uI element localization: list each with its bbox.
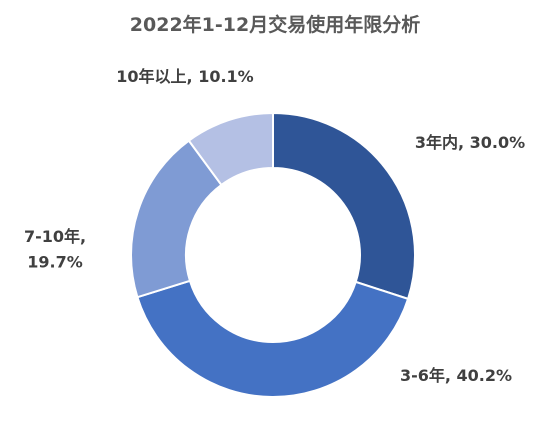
donut-slice-1 bbox=[272, 111, 416, 301]
donut-slice-2 bbox=[136, 279, 410, 398]
slice-label-3: 7-10年, 19.7% bbox=[24, 227, 86, 272]
slice-label-line: 3年内, 30.0% bbox=[415, 133, 525, 152]
slice-label-line: 19.7% bbox=[27, 253, 83, 272]
slice-label-2: 3-6年, 40.2% bbox=[400, 366, 512, 385]
donut-slice-4 bbox=[187, 111, 274, 187]
slice-label-line: 10年以上, 10.1% bbox=[116, 67, 253, 86]
slice-label-line: 7-10年, bbox=[24, 227, 86, 246]
slice-label-line: 3-6年, 40.2% bbox=[400, 366, 512, 385]
chart-title: 2022年1-12月交易使用年限分析 bbox=[130, 13, 420, 36]
slice-label-4: 10年以上, 10.1% bbox=[116, 67, 253, 86]
slices-layer bbox=[130, 111, 416, 398]
slice-label-1: 3年内, 30.0% bbox=[415, 133, 525, 152]
labels-layer: 3年内, 30.0% 3-6年, 40.2% 7-10年, 19.7% 10年以上, 1… bbox=[24, 67, 525, 385]
